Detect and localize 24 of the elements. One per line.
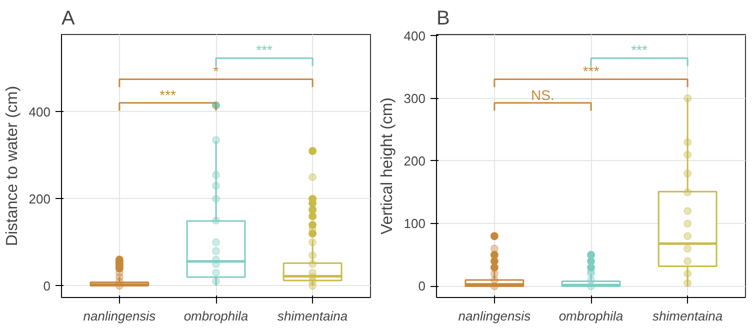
annotation: ***	[160, 86, 176, 103]
annotation: ***	[631, 42, 648, 58]
y-tick-label: 200	[28, 191, 51, 206]
x-tick-label: nanlingensis	[458, 308, 532, 324]
y-tick-label: 400	[404, 28, 426, 44]
x-tick-label: nanlingensis	[83, 308, 156, 324]
y-axis-title: Vertical height (cm)	[378, 98, 396, 234]
y-tick-label: 0	[43, 278, 51, 294]
y-tick-label: 300	[404, 90, 426, 106]
chart-title: B	[436, 8, 450, 30]
x-tick-label: shimentaina	[652, 308, 723, 324]
x-tick-label: ombrophila	[558, 308, 624, 324]
annotation: ***	[256, 42, 274, 58]
annotation: ***	[582, 63, 600, 80]
y-tick-label: 200	[404, 153, 426, 168]
annotation: *	[213, 63, 220, 80]
chart-title: A	[62, 8, 76, 30]
y-tick-label: 400	[28, 104, 51, 120]
x-tick-label: shimentaina	[278, 308, 348, 324]
annotation: NS.	[531, 86, 554, 103]
y-axis-title: Distance to water (cm)	[4, 86, 21, 246]
y-tick-label: 100	[404, 216, 426, 232]
x-tick-label: ombrophila	[184, 308, 248, 324]
y-tick-label: 0	[418, 278, 426, 294]
